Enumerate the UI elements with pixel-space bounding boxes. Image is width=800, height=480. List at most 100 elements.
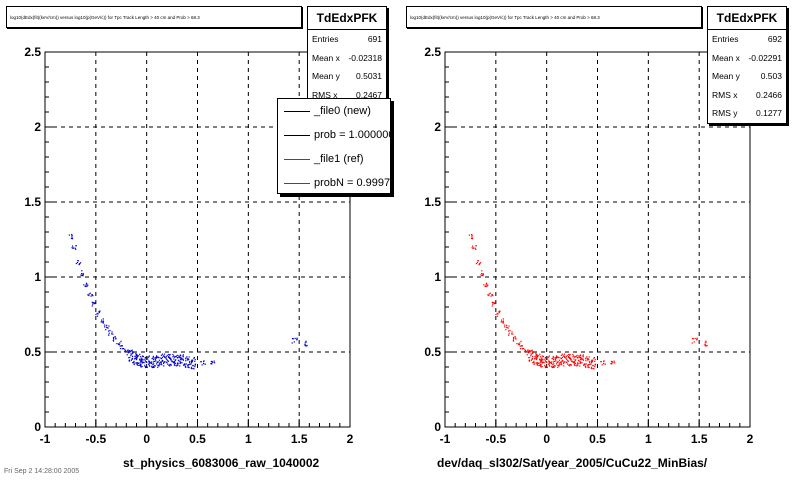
scatter-plot-left[interactable]: -1 -0.5 0 0.5 1 1.5 2 0 0.5 1 1.5 2 2.5 <box>0 0 400 456</box>
data-point <box>471 247 473 249</box>
data-point <box>552 359 555 361</box>
data-point <box>565 361 567 363</box>
data-point <box>485 285 487 288</box>
x-tick-label: -0.5 <box>485 432 506 446</box>
data-point <box>86 283 88 285</box>
data-point <box>169 357 171 360</box>
data-point <box>561 360 563 362</box>
data-point <box>185 360 187 362</box>
data-point <box>161 364 163 366</box>
data-point <box>94 302 96 304</box>
data-point <box>180 354 182 357</box>
data-point <box>577 363 579 365</box>
legend-swatch <box>284 183 310 184</box>
data-point <box>166 359 169 361</box>
data-point <box>109 329 111 332</box>
data-point <box>151 365 153 367</box>
data-point <box>149 361 151 363</box>
data-point <box>548 355 550 357</box>
data-point <box>591 359 593 361</box>
data-point <box>131 350 133 352</box>
data-point <box>166 362 168 364</box>
data-point <box>183 364 185 366</box>
data-point <box>121 348 124 350</box>
data-point <box>558 363 561 365</box>
data-point <box>556 361 558 363</box>
scatter-plot-right[interactable]: -1 -0.5 0 0.5 1 1.5 2 0 0.5 1 1.5 2 2.5 <box>400 0 800 456</box>
data-point <box>544 357 547 359</box>
data-point <box>111 333 113 335</box>
data-point <box>155 360 157 362</box>
data-point <box>203 363 205 365</box>
data-point <box>185 357 187 359</box>
data-point <box>479 263 481 265</box>
data-point <box>513 338 515 340</box>
data-point <box>130 359 132 361</box>
data-point <box>306 344 308 347</box>
data-point <box>133 360 135 363</box>
data-point <box>82 275 84 277</box>
data-point <box>119 342 121 344</box>
data-point <box>152 363 154 366</box>
data-point <box>474 247 476 249</box>
data-point <box>188 356 190 358</box>
data-point <box>559 361 561 364</box>
stats-name: TdEdxPFK <box>708 7 786 30</box>
data-point <box>140 365 142 367</box>
data-point <box>130 353 132 355</box>
legend-swatch <box>284 111 310 112</box>
data-point <box>168 356 170 359</box>
data-point <box>704 345 707 347</box>
data-point <box>587 358 589 360</box>
data-point <box>485 284 487 286</box>
data-point <box>585 366 587 368</box>
data-point <box>158 365 160 367</box>
data-point <box>136 364 138 366</box>
data-point <box>176 363 178 365</box>
data-point <box>563 361 565 364</box>
data-point <box>179 362 181 365</box>
data-point <box>534 357 536 360</box>
data-point <box>304 344 306 346</box>
data-point <box>530 355 532 357</box>
data-point <box>531 350 533 352</box>
data-point <box>471 234 473 236</box>
data-point <box>291 342 293 344</box>
data-point <box>691 338 694 340</box>
data-point <box>156 356 158 358</box>
data-point <box>521 348 524 350</box>
stats-row: RMS x 0.2467 <box>312 89 382 100</box>
data-point <box>484 285 486 287</box>
data-point <box>74 247 76 249</box>
data-point <box>181 358 183 360</box>
data-point <box>115 337 117 339</box>
data-point <box>553 357 555 359</box>
data-point <box>528 350 531 352</box>
data-point <box>204 363 206 365</box>
data-point <box>174 362 176 365</box>
data-point <box>563 365 565 367</box>
data-point <box>555 360 557 362</box>
data-point <box>128 350 130 352</box>
data-point <box>136 363 138 365</box>
data-point <box>296 337 298 339</box>
data-point <box>532 362 534 364</box>
data-point <box>81 275 83 277</box>
data-point <box>145 366 147 368</box>
data-point <box>89 292 91 294</box>
data-point <box>181 362 183 364</box>
data-point <box>163 361 165 364</box>
stats-name: TdEdxPFK <box>308 7 386 30</box>
data-point <box>141 361 143 363</box>
data-point <box>550 362 552 364</box>
data-point <box>558 365 560 367</box>
data-point <box>144 366 147 369</box>
data-point <box>501 319 503 321</box>
data-point <box>588 366 590 369</box>
data-point <box>536 355 538 357</box>
data-point <box>79 263 81 265</box>
data-point <box>509 329 511 332</box>
x-tick-label: -1 <box>440 432 451 446</box>
data-point <box>498 312 500 314</box>
data-point <box>535 352 537 355</box>
